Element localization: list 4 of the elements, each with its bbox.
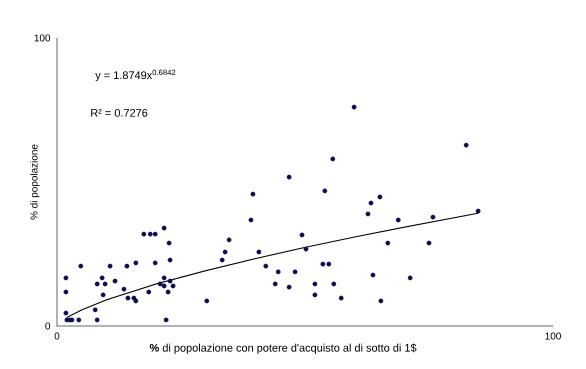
y-axis-title: % di popolazione bbox=[30, 144, 40, 220]
x-axis-title: % di popolazione con potere d'acquisto al di sotto di 1$ bbox=[150, 343, 416, 354]
annotation: R² = 0.7276 bbox=[91, 109, 148, 117]
annotation: y = 1.8749x$^{0.6842}$ bbox=[95, 70, 176, 82]
